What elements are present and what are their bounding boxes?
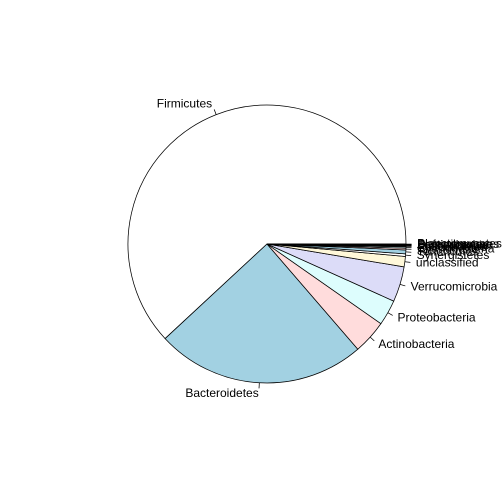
pie-tick-verrucomicrobia xyxy=(399,283,406,287)
pie-labels: Firmicutes Bacteroidetes Actinobacteria Pro… xyxy=(157,96,502,400)
pie-label-spirochaetes: Spirochaetes xyxy=(417,240,487,254)
pie-label-synergistetes: Synergistetes xyxy=(417,248,490,262)
pie-label-bacteroidetes: Bacteroidetes xyxy=(185,386,258,400)
pie-label-actinobacteria: Actinobacteria xyxy=(378,337,454,351)
pie-label-unclassified: unclassified xyxy=(416,255,479,269)
pie-label-tenericutes: Tenericutes xyxy=(417,245,478,259)
pie-label-proteobacteria: Proteobacteria xyxy=(398,310,476,324)
pie-tick-actinobacteria xyxy=(369,336,375,342)
pie-label-cyanobacteria: Cyanobacteria xyxy=(417,242,495,256)
pie-tick-proteobacteria xyxy=(387,312,393,316)
pie-label-elusimicrobia: Elusimicrobia xyxy=(417,238,489,252)
pie-label-deferribacteres: Deferribacteres xyxy=(417,237,499,251)
pie-tick-firmicutes xyxy=(213,109,217,115)
pie-label-firmicutes: Firmicutes xyxy=(157,96,212,110)
pie-label-verrucomicrobia: Verrucomicrobia xyxy=(411,280,498,294)
pie-label-planctomycetes: Planctomycetes xyxy=(417,236,502,250)
pie-tick-unclassified xyxy=(404,261,411,263)
pie-slice-bacteroidetes xyxy=(164,243,359,384)
pie-label-lentisphaerae: Lentisphaerae xyxy=(417,237,493,251)
pie-slices xyxy=(127,104,407,384)
pie-label-fusobacteria: Fusobacteria xyxy=(417,239,487,253)
pie-slice-firmicutes xyxy=(127,104,407,340)
